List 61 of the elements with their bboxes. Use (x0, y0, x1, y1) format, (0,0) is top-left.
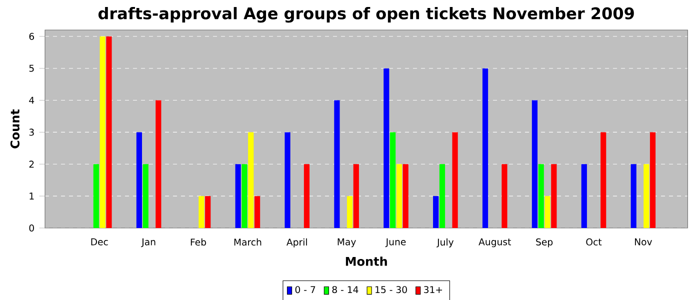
bar (396, 164, 402, 228)
bar (235, 164, 241, 228)
bar (254, 196, 260, 228)
x-tick-label: April (286, 238, 307, 248)
bar (502, 164, 508, 228)
bar (334, 100, 340, 228)
bar (551, 164, 557, 228)
x-tick-label: Sep (536, 238, 553, 248)
y-axis-title: Count (10, 109, 20, 148)
bar (644, 164, 650, 228)
legend-label: 15 - 30 (376, 286, 407, 294)
chart-title: drafts-approval Age groups of open tickets November 2009 (98, 7, 634, 23)
y-tick-label: 2 (29, 160, 34, 168)
bar (433, 196, 439, 228)
y-tick-label: 0 (29, 224, 34, 232)
bar (198, 196, 204, 228)
legend-label: 8 - 14 (332, 286, 358, 294)
bar (581, 164, 587, 228)
bar (402, 164, 408, 228)
x-tick-label: Jan (141, 238, 156, 248)
bar (304, 164, 310, 228)
bar (106, 36, 112, 228)
bar (284, 132, 290, 228)
bar (156, 100, 162, 228)
bar (384, 68, 390, 228)
legend-label: 31+ (424, 286, 442, 294)
bar (650, 132, 656, 228)
x-tick-label: Oct (586, 238, 602, 246)
bar (630, 164, 636, 228)
x-tick-label: Dec (91, 238, 108, 246)
bar (439, 164, 446, 228)
bar (136, 132, 142, 228)
x-tick-label: Feb (190, 238, 206, 246)
bar (452, 132, 458, 228)
bar (93, 164, 99, 228)
bar (248, 132, 254, 228)
bar (205, 196, 211, 228)
bar (242, 164, 248, 228)
y-tick-label: 5 (29, 64, 34, 72)
bar (390, 132, 396, 228)
x-tick-label: Nov (634, 238, 652, 246)
x-tick-label: August (478, 238, 511, 248)
y-tick-label: 1 (30, 192, 34, 200)
x-axis-title: Month (346, 256, 387, 266)
bar (353, 164, 359, 228)
legend-label: 0 - 7 (295, 286, 316, 294)
y-tick-label: 3 (29, 128, 34, 136)
bar (544, 196, 550, 228)
bar (538, 164, 544, 228)
bar (532, 100, 538, 228)
bar (100, 36, 106, 228)
bar (600, 132, 606, 228)
x-tick-label: July (436, 238, 454, 248)
bar (482, 68, 488, 228)
y-tick-label: 4 (29, 96, 34, 104)
bar (142, 164, 148, 228)
y-tick-label: 6 (29, 32, 34, 40)
x-tick-label: March (234, 238, 262, 246)
x-tick-label: May (338, 238, 356, 248)
bar (346, 196, 353, 228)
x-tick-label: June (385, 238, 406, 248)
